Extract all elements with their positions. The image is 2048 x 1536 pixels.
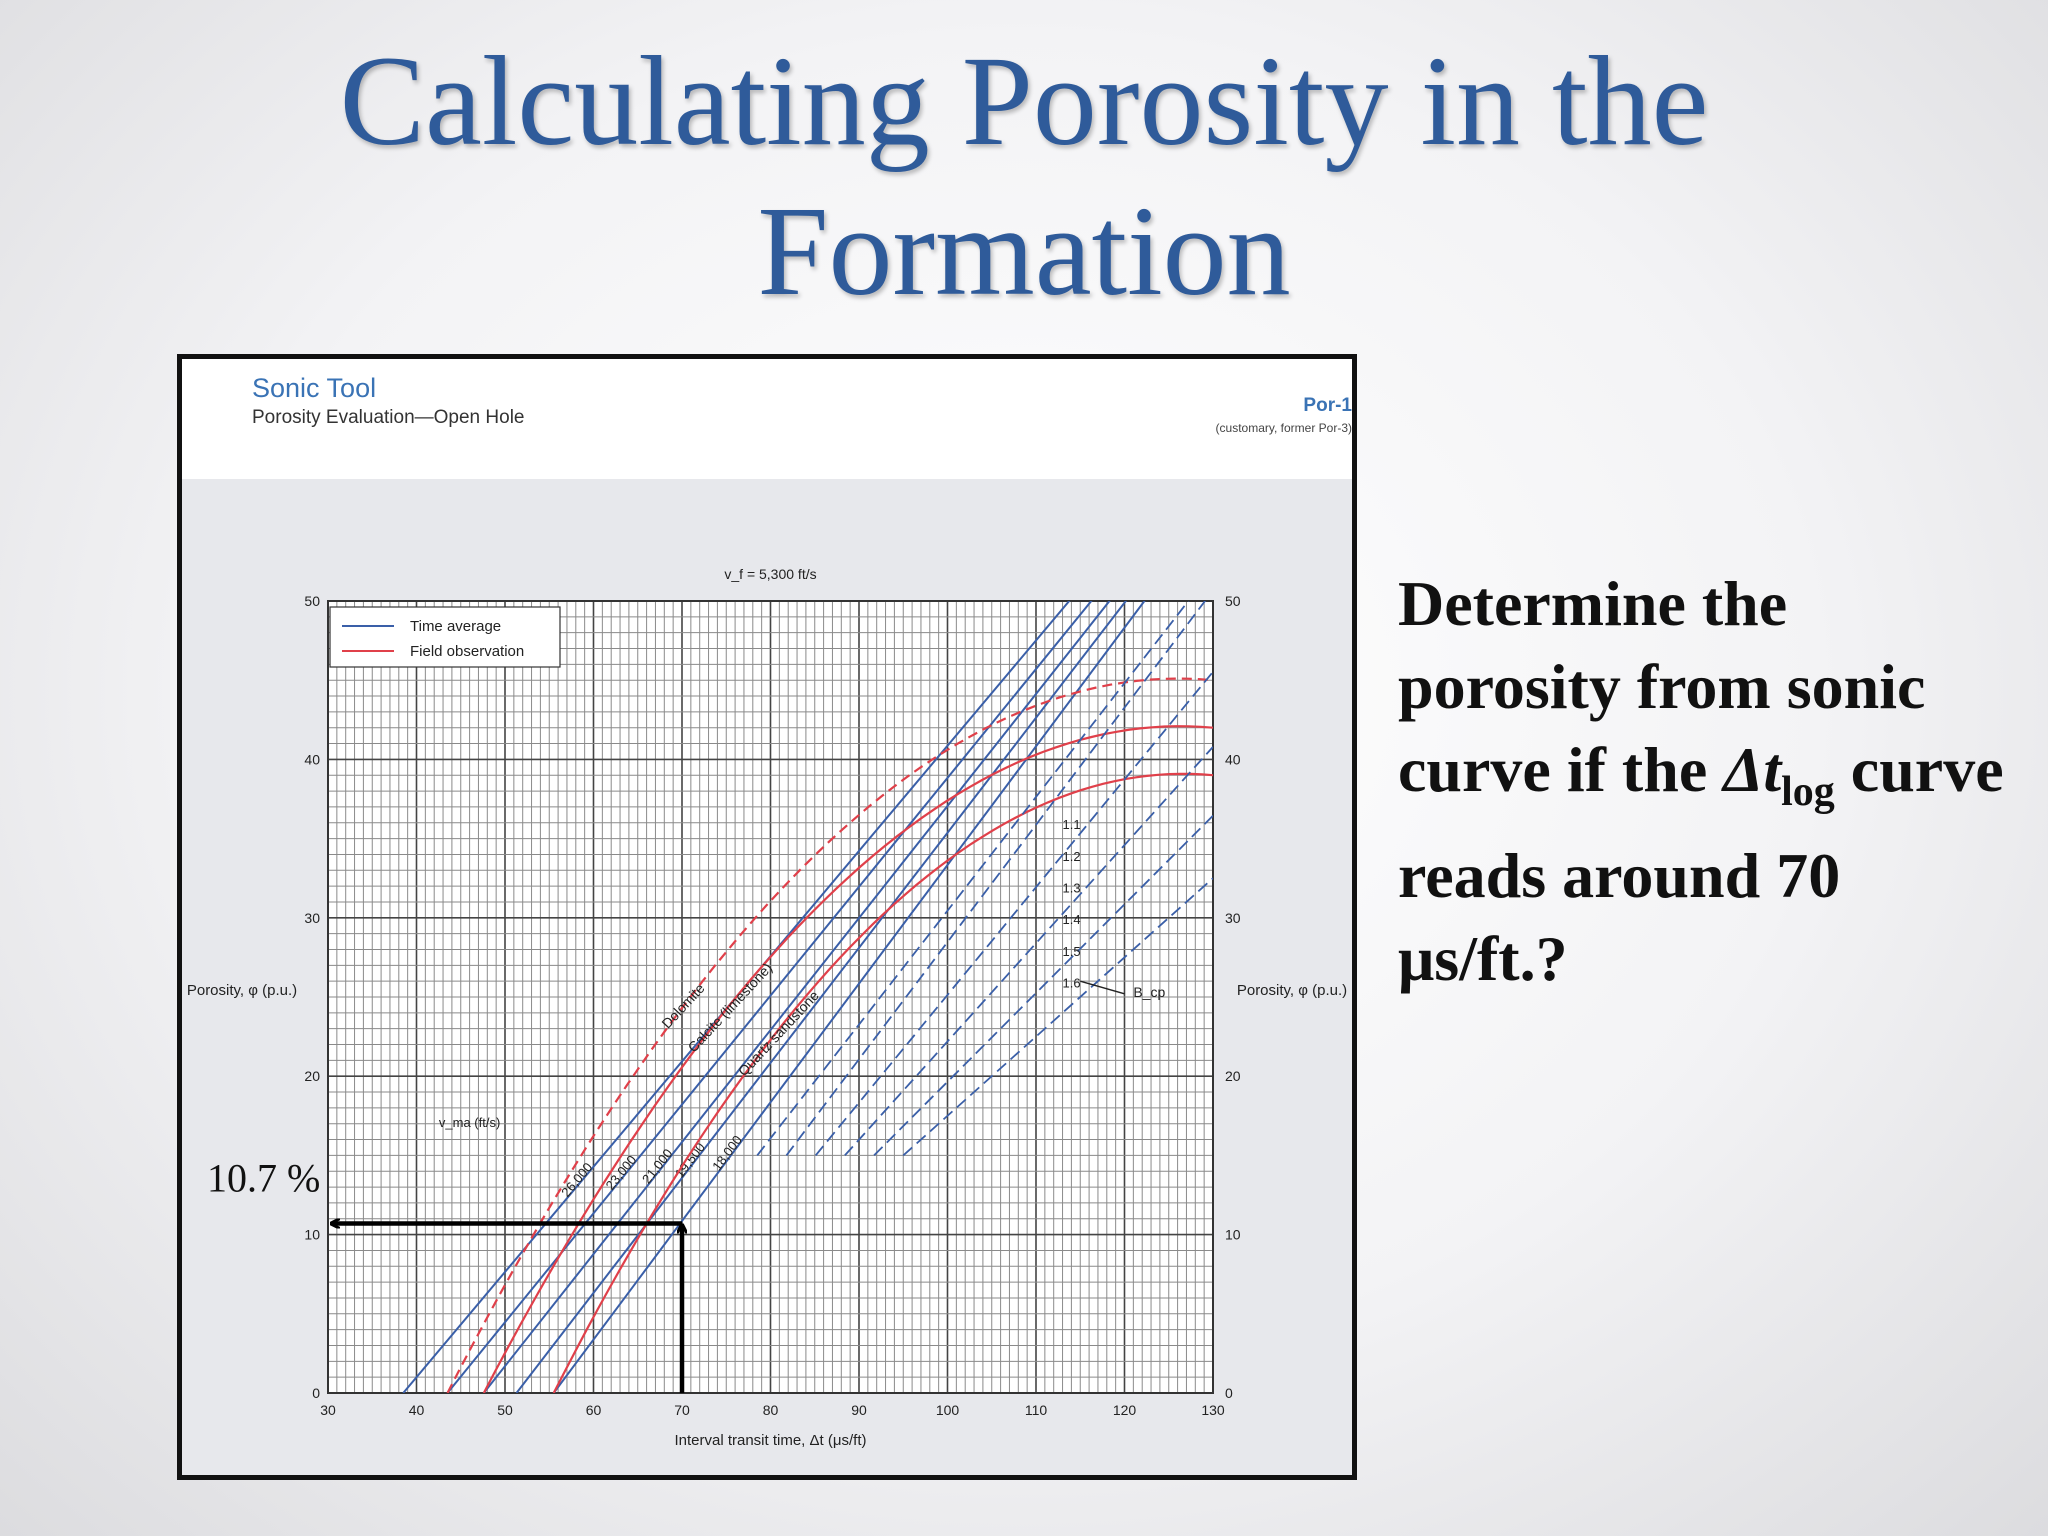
plot-border	[327, 600, 1214, 1394]
y-tick-label-right: 0	[1225, 1385, 1233, 1401]
legend-label-time-average: Time average	[410, 618, 501, 635]
time-average-line	[552, 601, 1146, 1393]
chart-code: Por-1	[1303, 395, 1352, 416]
question-part1: Determine the porosity from sonic curve …	[1398, 568, 1926, 805]
bcp-label: B_cp	[1133, 984, 1165, 1000]
compaction-line-label: 1.6	[1063, 975, 1081, 990]
y-tick-label-left: 30	[304, 910, 320, 926]
x-tick-label: 50	[497, 1402, 513, 1418]
question-delta: Δt	[1723, 734, 1782, 805]
compaction-line	[902, 877, 1213, 1157]
field-observation-curve	[552, 772, 1213, 1393]
time-average-line	[446, 601, 1093, 1393]
compaction-line	[873, 815, 1213, 1157]
y-tick-label-left: 20	[304, 1068, 320, 1084]
x-tick-label: 30	[320, 1402, 336, 1418]
x-tick-label: 60	[586, 1402, 602, 1418]
compaction-line-label: 1.3	[1063, 880, 1081, 895]
chart-frame: Sonic Tool Porosity Evaluation—Open Hole…	[177, 354, 1357, 1480]
x-tick-label: 90	[851, 1402, 867, 1418]
slide-title-line1: Calculating Porosity in the	[339, 30, 1709, 172]
compaction-line-label: 1.2	[1063, 849, 1081, 864]
x-tick-label: 100	[936, 1402, 960, 1418]
annotation-reading-label: 10.7 %	[207, 1156, 320, 1201]
chart-header: Sonic Tool Porosity Evaluation—Open Hole…	[182, 359, 1352, 479]
slide-title: Calculating Porosity in the Formation	[0, 26, 2048, 326]
y-tick-label-right: 50	[1225, 593, 1241, 609]
x-tick-label: 80	[763, 1402, 779, 1418]
compaction-line	[756, 601, 1190, 1156]
time-average-line	[402, 601, 1071, 1393]
x-tick-label: 70	[674, 1402, 690, 1418]
chart-code-note: (customary, former Por-3)	[1215, 421, 1352, 435]
question-sub: log	[1781, 768, 1835, 815]
y-axis-label-right: Porosity, φ (p.u.)	[1237, 982, 1347, 999]
y-tick-label-right: 40	[1225, 751, 1241, 767]
compaction-line	[785, 601, 1207, 1156]
y-tick-label-left: 50	[304, 593, 320, 609]
top-note: v_f = 5,300 ft/s	[724, 566, 816, 582]
bcp-pointer	[1080, 980, 1125, 995]
compaction-line-label: 1.1	[1063, 817, 1081, 832]
compaction-line	[844, 746, 1213, 1157]
x-tick-label: 120	[1113, 1402, 1137, 1418]
chart-header-title: Sonic Tool	[252, 373, 377, 403]
x-axis-label: Interval transit time, Δt (μs/ft)	[674, 1432, 866, 1449]
y-axis-label-left: Porosity, φ (p.u.)	[187, 982, 297, 999]
compaction-line-label: 1.5	[1063, 944, 1081, 959]
compaction-line	[814, 671, 1213, 1156]
y-tick-label-right: 20	[1225, 1068, 1241, 1084]
question-text: Determine the porosity from sonic curve …	[1398, 562, 2018, 1000]
x-tick-label: 130	[1201, 1402, 1225, 1418]
x-tick-label: 40	[409, 1402, 425, 1418]
time-average-line	[515, 601, 1128, 1393]
legend-label-field-observation: Field observation	[410, 643, 524, 660]
time-average-line	[482, 601, 1111, 1393]
chart-header-subtitle: Porosity Evaluation—Open Hole	[252, 407, 525, 428]
y-tick-label-left: 40	[304, 751, 320, 767]
question-part2: curve reads around 70 μs/ft.?	[1398, 734, 2004, 994]
field-observation-curve	[446, 677, 1213, 1393]
y-tick-label-right: 10	[1225, 1227, 1241, 1243]
vma-label: v_ma (ft/s)	[439, 1115, 500, 1130]
legend-box	[329, 606, 561, 668]
slide-title-line2: Formation	[757, 180, 1291, 322]
y-tick-label-left: 0	[312, 1385, 320, 1401]
x-tick-label: 110	[1025, 1402, 1048, 1418]
y-tick-label-right: 30	[1225, 910, 1241, 926]
field-observation-curve	[482, 725, 1213, 1393]
y-tick-label-left: 10	[304, 1227, 320, 1243]
compaction-line-label: 1.4	[1063, 912, 1081, 927]
